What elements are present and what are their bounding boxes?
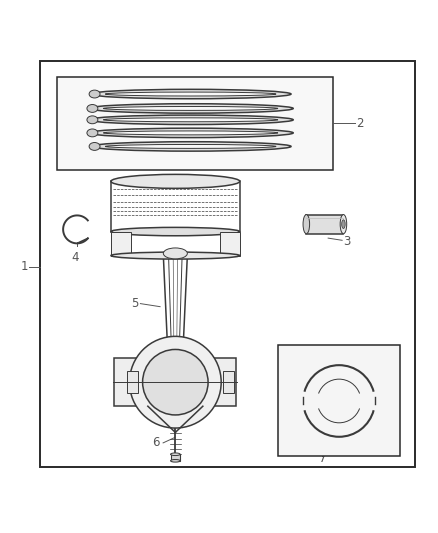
Bar: [170, 454, 180, 461]
Text: 7: 7: [319, 452, 327, 465]
Bar: [278, 345, 400, 456]
Bar: [220, 231, 240, 256]
Text: 5: 5: [131, 297, 138, 310]
Ellipse shape: [103, 118, 278, 122]
Ellipse shape: [111, 174, 240, 188]
Ellipse shape: [88, 104, 293, 113]
Ellipse shape: [111, 252, 240, 259]
Ellipse shape: [340, 215, 347, 234]
Ellipse shape: [170, 459, 180, 462]
Bar: [127, 372, 138, 393]
Ellipse shape: [163, 248, 187, 259]
Ellipse shape: [103, 131, 278, 135]
Ellipse shape: [90, 142, 291, 151]
Text: 2: 2: [357, 117, 364, 130]
Ellipse shape: [105, 92, 276, 96]
Bar: [111, 231, 131, 256]
Ellipse shape: [87, 116, 98, 124]
Ellipse shape: [88, 115, 293, 125]
Ellipse shape: [170, 453, 180, 456]
Ellipse shape: [88, 128, 293, 138]
Ellipse shape: [342, 220, 345, 229]
Text: 6: 6: [152, 437, 160, 449]
Circle shape: [143, 350, 208, 415]
Ellipse shape: [89, 142, 100, 150]
Bar: [306, 215, 343, 234]
Bar: [223, 372, 234, 393]
Ellipse shape: [105, 144, 276, 148]
Bar: [57, 77, 332, 171]
Bar: [40, 61, 416, 467]
Ellipse shape: [87, 129, 98, 137]
Ellipse shape: [103, 107, 278, 110]
Circle shape: [130, 336, 221, 428]
Ellipse shape: [90, 90, 291, 99]
Ellipse shape: [303, 215, 310, 234]
Ellipse shape: [111, 228, 240, 236]
Bar: [114, 358, 237, 406]
Text: 4: 4: [71, 251, 79, 264]
Ellipse shape: [87, 104, 98, 112]
Text: 1: 1: [21, 260, 28, 273]
Ellipse shape: [89, 90, 100, 98]
Text: 3: 3: [343, 235, 351, 248]
